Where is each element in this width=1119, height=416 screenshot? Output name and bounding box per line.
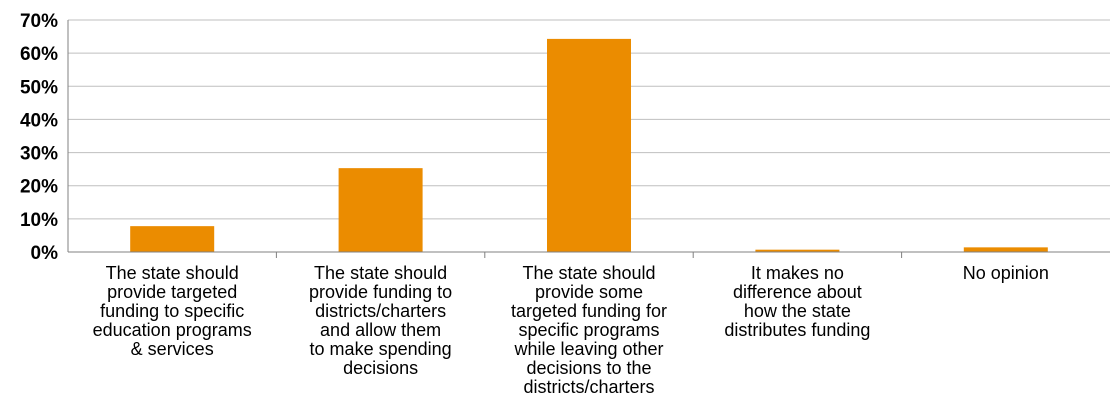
x-category-label-line: decisions (343, 358, 418, 378)
x-category-label-line: funding to specific (100, 301, 244, 321)
bar (547, 38, 631, 252)
x-category-label-line: districts/charters (315, 301, 446, 321)
x-category-label: The state should provide some targeted fun… (511, 263, 667, 397)
y-tick-label: 60% (20, 44, 58, 65)
x-category-label-line: education programs (93, 320, 252, 340)
x-category-label-line: while leaving other (513, 339, 663, 359)
bars (130, 38, 1048, 252)
x-category-label-line: No opinion (963, 263, 1049, 283)
x-category-label-line: specific programs (518, 320, 659, 340)
x-category-label-line: decisions to the (526, 358, 651, 378)
x-category-label-line: provide targeted (107, 282, 237, 302)
x-category-label-line: provide funding to (309, 282, 452, 302)
y-tick-label: 70% (20, 11, 58, 32)
y-tick-label: 0% (31, 243, 59, 264)
x-category-label-line: It makes no (751, 263, 844, 283)
x-category-label-line: difference about (733, 282, 862, 302)
x-category-label-line: The state should (106, 263, 239, 283)
x-category-label-line: and allow them (320, 320, 441, 340)
x-category-label: The state should provide targeted funding … (93, 263, 252, 359)
y-tick-label: 50% (20, 77, 58, 98)
x-category-label-line: & services (131, 339, 214, 359)
bar (755, 249, 840, 252)
x-category-label: The state should provide funding to distri… (309, 263, 452, 378)
y-tick-label: 20% (20, 177, 58, 198)
x-category-label: It makes no difference about how the state… (724, 263, 870, 340)
axes (67, 20, 1110, 258)
bar (963, 247, 1048, 252)
x-category-label-line: how the state (744, 301, 851, 321)
y-axis-tick-labels: 0% 10% 20% 30% 40% 50% 60% 70% (20, 11, 58, 264)
x-category-label-line: districts/charters (523, 377, 654, 397)
x-category-label: No opinion (963, 263, 1049, 283)
y-tick-label: 40% (20, 110, 58, 131)
y-tick-label: 30% (20, 144, 58, 165)
x-category-label-line: provide some (535, 282, 643, 302)
x-category-label-line: The state should (522, 263, 655, 283)
x-category-label-line: distributes funding (724, 320, 870, 340)
y-tick-label: 10% (20, 210, 58, 231)
bar (338, 168, 423, 252)
x-category-label-line: The state should (314, 263, 447, 283)
bar (130, 226, 215, 252)
x-category-label-line: targeted funding for (511, 301, 667, 321)
x-axis-category-labels: The state should provide targeted funding … (93, 263, 1049, 397)
x-category-label-line: to make spending (310, 339, 452, 359)
